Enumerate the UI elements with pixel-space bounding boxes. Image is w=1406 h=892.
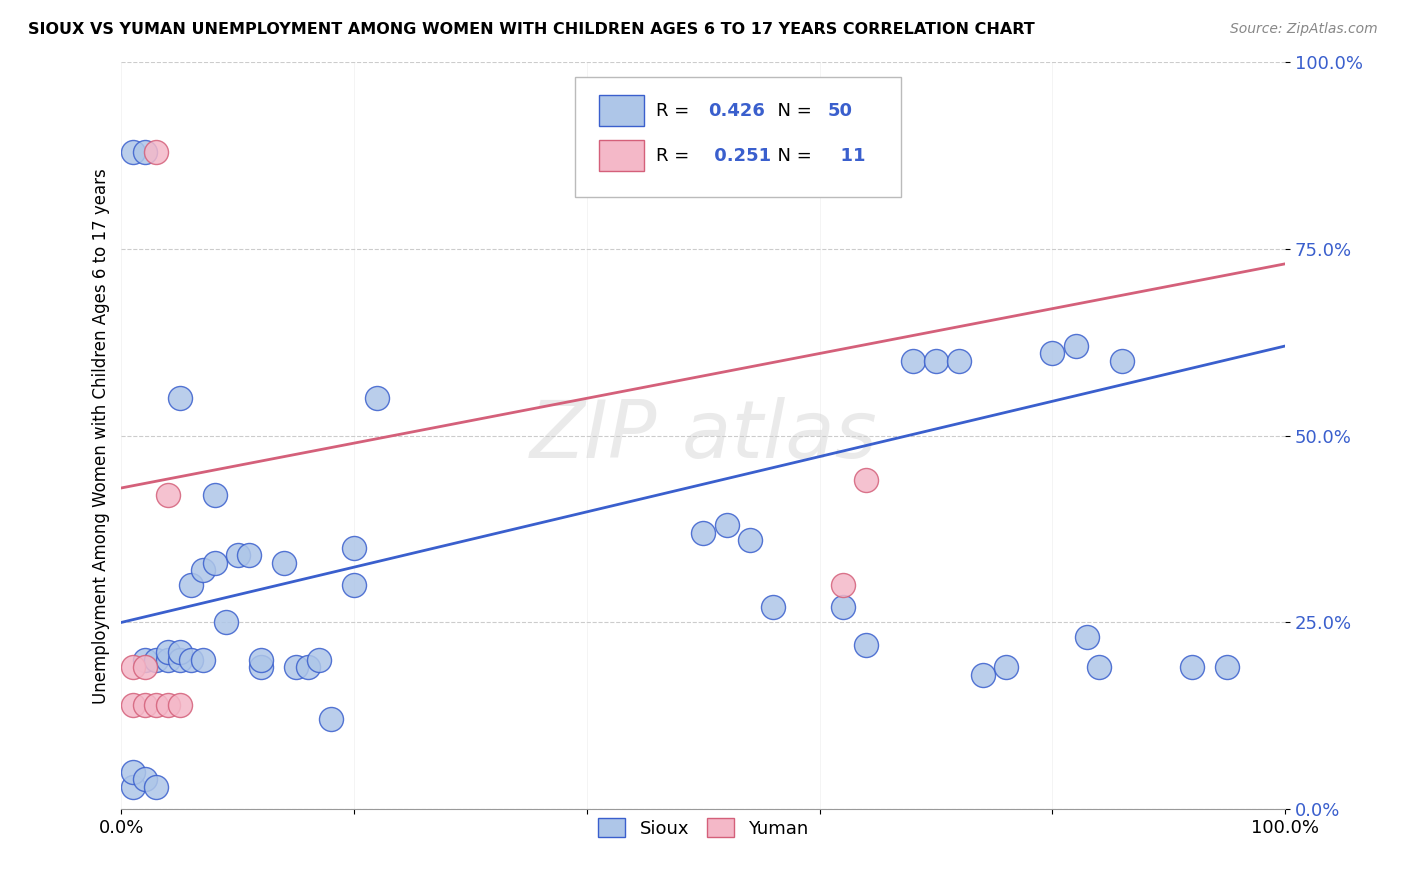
FancyBboxPatch shape [575, 77, 901, 196]
Text: 0.426: 0.426 [709, 102, 765, 120]
Point [156, 698, 179, 712]
Text: 0.251: 0.251 [709, 146, 770, 164]
FancyBboxPatch shape [599, 95, 644, 127]
Point [122, 660, 145, 674]
FancyBboxPatch shape [599, 140, 644, 171]
Point [169, 653, 191, 667]
Point [204, 488, 226, 502]
Point [156, 488, 179, 502]
Point [180, 578, 202, 592]
Text: N =: N = [766, 102, 818, 120]
Y-axis label: Unemployment Among Women with Children Ages 6 to 17 years: Unemployment Among Women with Children A… [93, 168, 110, 704]
Point [319, 713, 342, 727]
Point [122, 764, 145, 779]
Point [145, 145, 167, 159]
Point [901, 354, 924, 368]
Point [145, 653, 167, 667]
Point [169, 392, 191, 406]
Point [762, 600, 785, 615]
Point [1076, 630, 1098, 644]
Point [948, 354, 970, 368]
Point [1042, 346, 1064, 360]
Point [972, 667, 994, 681]
Point [1088, 660, 1111, 674]
Point [204, 556, 226, 570]
Point [156, 653, 179, 667]
Point [191, 653, 214, 667]
Point [855, 474, 877, 488]
Point [169, 698, 191, 712]
Point [122, 780, 145, 794]
Text: 50: 50 [828, 102, 853, 120]
Point [238, 548, 260, 562]
Point [716, 518, 738, 533]
Text: N =: N = [766, 146, 818, 164]
Point [1064, 339, 1087, 353]
Point [180, 653, 202, 667]
Point [832, 600, 855, 615]
Point [343, 578, 366, 592]
Point [925, 354, 948, 368]
Point [1181, 660, 1204, 674]
Point [250, 660, 273, 674]
Text: Source: ZipAtlas.com: Source: ZipAtlas.com [1230, 22, 1378, 37]
Point [738, 533, 761, 548]
Text: ZIP atlas: ZIP atlas [530, 397, 877, 475]
Point [273, 556, 295, 570]
Point [250, 653, 273, 667]
Point [692, 525, 714, 540]
Text: SIOUX VS YUMAN UNEMPLOYMENT AMONG WOMEN WITH CHILDREN AGES 6 TO 17 YEARS CORRELA: SIOUX VS YUMAN UNEMPLOYMENT AMONG WOMEN … [28, 22, 1035, 37]
Point [134, 653, 156, 667]
Point [145, 780, 167, 794]
Point [122, 145, 145, 159]
Point [285, 660, 308, 674]
Point [191, 563, 214, 577]
Text: R =: R = [655, 146, 695, 164]
Point [308, 653, 330, 667]
Point [297, 660, 319, 674]
Point [134, 772, 156, 787]
Point [1216, 660, 1239, 674]
Point [134, 660, 156, 674]
Point [855, 638, 877, 652]
Point [226, 548, 249, 562]
Point [215, 615, 238, 630]
Legend: Sioux, Yuman: Sioux, Yuman [591, 811, 815, 845]
Text: 11: 11 [828, 146, 865, 164]
Point [122, 698, 145, 712]
Point [169, 645, 191, 659]
Point [343, 541, 366, 555]
Point [994, 660, 1017, 674]
Point [156, 645, 179, 659]
Point [832, 578, 855, 592]
Point [145, 698, 167, 712]
Point [366, 392, 388, 406]
Point [134, 698, 156, 712]
Point [134, 145, 156, 159]
Text: R =: R = [655, 102, 695, 120]
Point [1111, 354, 1133, 368]
